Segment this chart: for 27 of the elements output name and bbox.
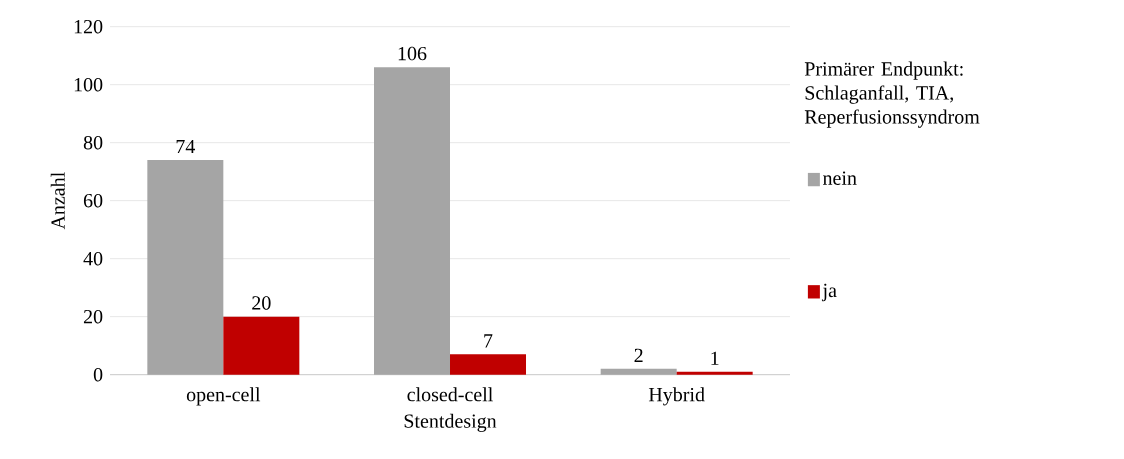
bar [676,371,753,375]
y-tick-label: 60 [83,194,103,208]
x-tick-label: Hybrid [648,387,705,406]
legend-label: ja [821,283,837,302]
legend-title: Primärer Endpunkt: Schlaganfall, TIA, Reperfusionssyndrom [804,61,980,128]
bar [147,160,224,375]
y-tick-label: 40 [83,252,103,266]
data-label: 20 [252,296,271,310]
x-tick-label: closed-cell [407,387,493,402]
y-tick-label: 120 [74,20,103,34]
legend-label: nein [823,171,857,186]
data-label: 2 [634,348,643,363]
y-tick-label: 20 [83,310,103,324]
x-axis-title: Stentdesign [404,413,497,433]
x-tick-label: open-cell [186,387,261,406]
y-tick-label: 100 [74,78,103,92]
y-axis-title: Anzahl [50,172,65,230]
bar [450,354,527,375]
data-label: 7 [484,334,493,348]
data-label: 106 [398,47,427,61]
y-tick-label: 0 [93,368,103,382]
bar [600,369,677,375]
data-label: 74 [176,140,196,154]
data-label: 1 [711,351,719,365]
y-tick-label: 80 [83,136,103,150]
bar [374,67,451,375]
bar [223,316,300,375]
